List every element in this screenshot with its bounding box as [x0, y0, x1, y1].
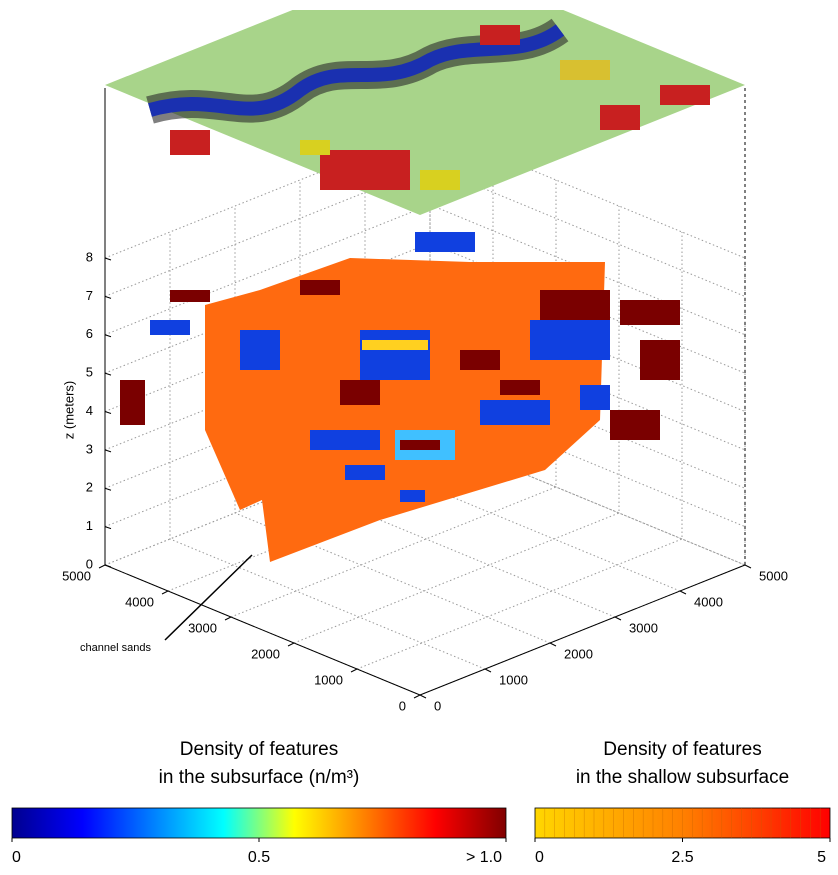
y-tick	[549, 642, 557, 647]
z-tick-label: 7	[86, 288, 93, 303]
z-tick	[104, 526, 112, 530]
x-tick	[350, 668, 358, 673]
y-tick-label: 5000	[759, 568, 788, 583]
z-tick	[104, 372, 112, 376]
z-tick-label: 2	[86, 480, 93, 495]
z-tick	[104, 449, 112, 453]
annotation: channel sands	[80, 642, 151, 654]
z-axis-label: z (meters)	[61, 381, 76, 440]
grid-line	[104, 396, 746, 528]
grid-line	[104, 204, 746, 336]
grid-line	[293, 206, 620, 644]
x-tick	[98, 564, 106, 569]
grid-line	[104, 128, 431, 566]
y-tick	[679, 590, 687, 595]
x-tick	[287, 642, 295, 647]
y-tick-label: 4000	[694, 594, 723, 609]
colorbar-tick-label: 0	[535, 849, 544, 866]
z-tick	[104, 487, 112, 491]
colorbar-title: in the subsurface (n/m³)	[159, 767, 360, 788]
annotation-line	[164, 554, 253, 641]
y-tick-label: 2000	[564, 646, 593, 661]
x-tick-label: 0	[399, 698, 406, 713]
x-tick	[161, 590, 169, 595]
colorbar-tick-label: 5	[817, 849, 826, 866]
z-tick	[104, 411, 112, 414]
z-tick-label: 0	[86, 556, 93, 571]
y-tick	[419, 694, 427, 699]
x-tick	[224, 616, 232, 621]
z-tick-label: 5	[86, 365, 93, 380]
grid-line	[104, 127, 746, 259]
z-tick-label: 4	[86, 403, 93, 418]
y-tick	[614, 616, 622, 621]
z-tick-label: 6	[86, 326, 93, 341]
z-tick	[104, 257, 112, 261]
colorbar-tick-label: 2.5	[671, 849, 693, 866]
x-tick-label: 2000	[251, 646, 280, 661]
voxels	[120, 232, 680, 562]
grid-line	[356, 232, 683, 670]
z-tick	[104, 334, 112, 338]
colorbar-title: in the shallow subsurface	[576, 767, 789, 788]
z-tick-label: 8	[86, 249, 93, 264]
axis-line	[419, 564, 746, 696]
surface-map	[105, 10, 745, 215]
x-tick-label: 1000	[314, 672, 343, 687]
y-tick-label: 1000	[499, 672, 528, 687]
colorbar-tick-label: > 1.0	[466, 849, 502, 866]
z-tick-label: 3	[86, 441, 93, 456]
colorbar-title: Density of features	[603, 739, 761, 760]
grid-line	[230, 180, 557, 618]
y-tick	[484, 668, 492, 673]
z-tick	[104, 295, 112, 299]
colorbar	[11, 807, 507, 839]
y-tick-label: 3000	[629, 620, 658, 635]
colorbar-tick-label: 0.5	[248, 849, 270, 866]
colorbars: Density of features in the subsurface (n/…	[11, 739, 831, 866]
axis-line	[104, 564, 421, 696]
x-tick-label: 5000	[62, 568, 91, 583]
grid-line	[104, 165, 746, 297]
y-tick-label: 0	[434, 698, 441, 713]
colorbar-title: Density of features	[180, 739, 338, 760]
y-tick	[744, 564, 752, 569]
x-tick-label: 3000	[188, 620, 217, 635]
colorbar-tick-label: 0	[12, 849, 21, 866]
x-tick	[413, 694, 421, 699]
x-tick-label: 4000	[125, 594, 154, 609]
z-tick-label: 1	[86, 518, 93, 533]
